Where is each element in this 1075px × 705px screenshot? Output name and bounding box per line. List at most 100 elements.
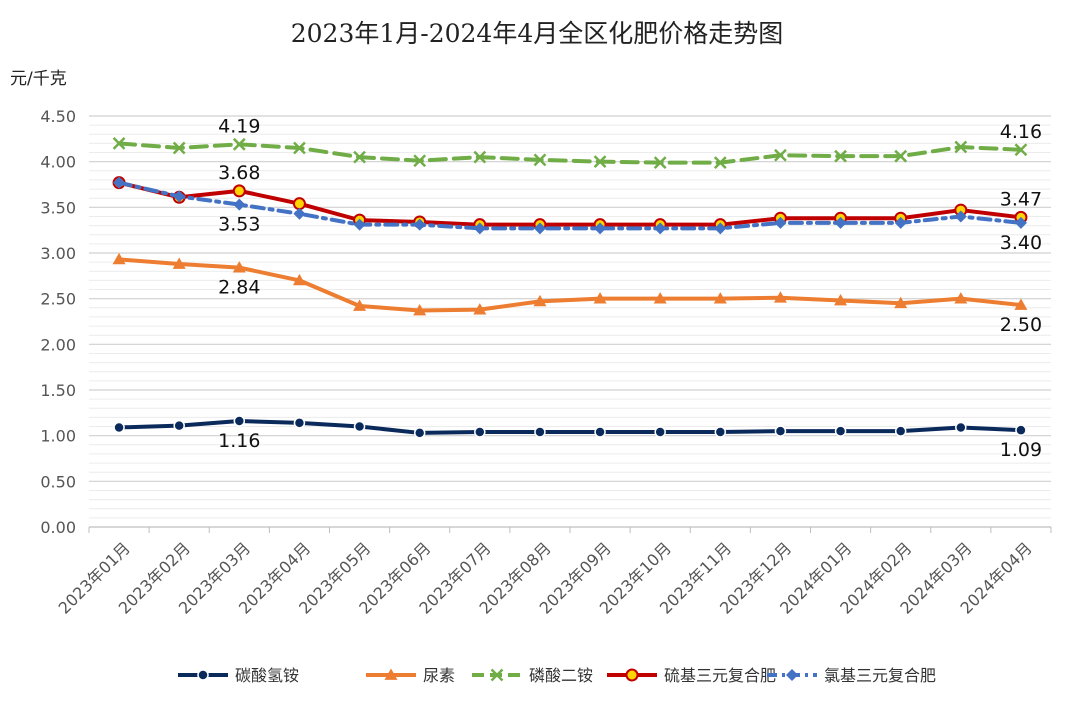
data-point [353,420,366,433]
data-label: 1.16 [218,430,260,452]
data-point [1014,298,1028,310]
data-point [232,261,246,273]
data-point [654,426,666,438]
marker-stroke [653,156,667,169]
data-point [713,292,727,304]
data-point [113,421,125,434]
data-point [954,140,968,154]
series-lines [112,137,1028,439]
data-point [954,292,968,304]
data-point [653,292,667,304]
data-point [413,218,426,231]
series-line [117,419,1023,435]
data-point [894,216,907,229]
marker-stroke [353,150,366,164]
data-point [293,141,306,155]
marker-stroke [490,668,504,682]
data-point [173,419,185,432]
legend-label: 氯基三元复合肥 [824,666,936,685]
data-point [594,222,607,235]
chart-title: 2023年1月-2024年4月全区化肥价格走势图 [291,19,784,48]
data-point [172,257,186,269]
data-point [593,292,607,304]
data-point [594,426,606,438]
data-point [1014,216,1027,229]
data-point [774,425,787,437]
data-point [233,415,246,427]
data-point [654,222,667,235]
series-line [117,257,1023,313]
data-point [1014,143,1028,157]
legend-label: 尿素 [423,666,455,685]
data-point [894,296,908,309]
data-point [232,184,246,198]
marker-stroke [1014,143,1028,157]
data-label: 3.47 [1000,188,1042,210]
legend-marker [786,669,798,681]
data-point [894,149,908,163]
legend: 碳酸氢铵 尿素 磷酸二铵 硫基三元复合肥 氯基三元复合肥 [178,666,936,685]
data-point [413,304,427,316]
data-label: 4.19 [218,115,260,137]
legend-label: 碳酸氢铵 [235,666,299,685]
legend-item: 氯基三元复合肥 [767,666,936,685]
marker-stroke [954,140,968,154]
data-point [292,197,306,211]
y-axis-ticks: 0.00 0.50 1.00 1.50 2.00 2.50 3.00 3.50 4.00 4.50 [40,107,76,537]
legend-marker [197,669,209,681]
y-tick-label: 1.50 [40,381,76,400]
data-point [413,154,427,168]
data-label: 2.50 [1000,314,1042,336]
marker-stroke [774,148,787,162]
data-point [834,293,848,306]
marker-stroke [713,156,727,169]
marker-stroke [172,141,186,155]
y-tick-label: 3.00 [40,244,76,263]
y-tick-label: 2.00 [40,335,76,354]
marker-stroke [473,150,487,164]
legend-label: 磷酸二铵 [529,666,593,685]
legend-item: 硫基三元复合肥 [607,666,776,685]
y-tick-label: 0.50 [40,472,76,491]
data-point [112,137,126,150]
data-label: 4.16 [1000,121,1042,143]
series-line [117,180,1023,231]
data-point [533,294,547,307]
data-point [894,425,907,437]
series-line [117,141,1023,165]
data-point [292,273,306,286]
data-point [653,156,667,169]
data-point [955,421,967,434]
marker-stroke [593,155,607,169]
data-point [774,216,787,229]
data-point [1015,424,1027,436]
legend-marker [625,668,639,682]
x-axis: 2023年01月2023年02月2023年03月2023年04月2023年05月… [55,526,1052,618]
y-tick-label: 1.00 [40,427,76,446]
data-point [714,426,727,438]
marker-stroke [293,141,306,155]
data-point [353,299,367,311]
marker-stroke [232,137,246,151]
data-point [834,149,847,163]
series-2 [112,137,1028,169]
data-point [714,222,727,235]
data-point [413,427,426,439]
data-point [293,207,306,220]
data-point [353,150,366,164]
y-axis-unit: 元/千克 [10,69,67,89]
legend-label: 硫基三元复合肥 [664,666,776,685]
data-point [233,198,246,211]
series-1 [112,252,1028,316]
marker-stroke [894,149,908,163]
y-tick-label: 4.00 [40,153,76,172]
data-point [773,291,787,303]
legend-marker [384,668,398,680]
legend-item: 尿素 [366,666,455,685]
data-point [954,210,967,223]
data-point [473,303,487,315]
marker-stroke [533,153,547,167]
series-line [117,180,1023,227]
